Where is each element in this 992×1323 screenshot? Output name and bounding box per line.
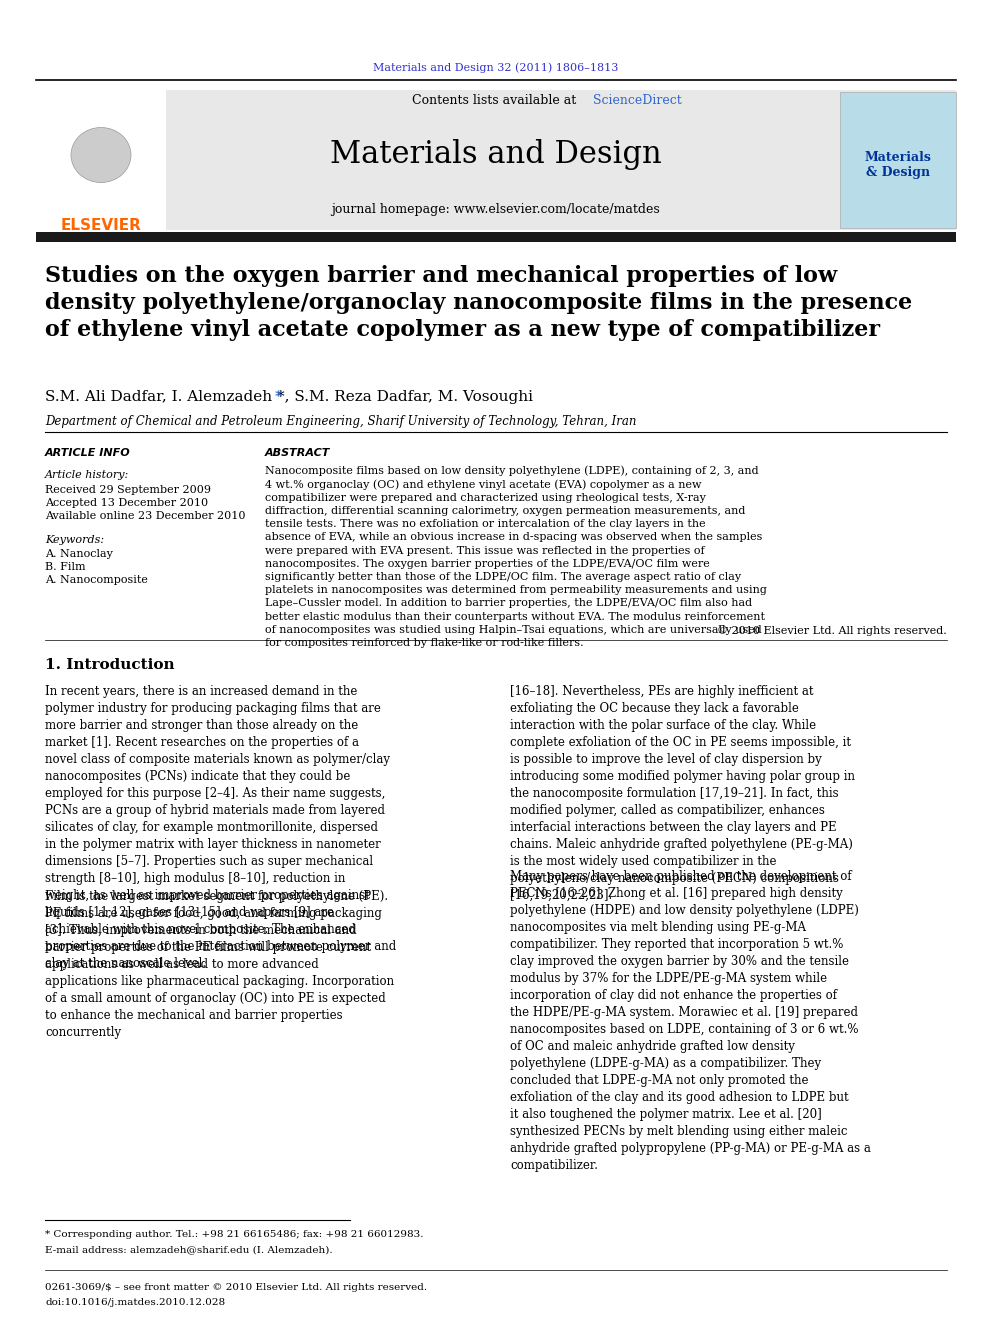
Text: Contents lists available at: Contents lists available at — [412, 94, 580, 106]
FancyBboxPatch shape — [36, 90, 166, 230]
Text: doi:10.1016/j.matdes.2010.12.028: doi:10.1016/j.matdes.2010.12.028 — [45, 1298, 225, 1307]
FancyBboxPatch shape — [840, 93, 956, 228]
Text: In recent years, there is an increased demand in the
polymer industry for produc: In recent years, there is an increased d… — [45, 685, 396, 970]
Text: [16–18]. Nevertheless, PEs are highly inefficient at
exfoliating the OC because : [16–18]. Nevertheless, PEs are highly in… — [510, 685, 855, 902]
Text: Materials
& Design: Materials & Design — [865, 151, 931, 179]
Text: Studies on the oxygen barrier and mechanical properties of low
density polyethyl: Studies on the oxygen barrier and mechan… — [45, 265, 913, 341]
Text: * Corresponding author. Tel.: +98 21 66165486; fax: +98 21 66012983.: * Corresponding author. Tel.: +98 21 661… — [45, 1230, 424, 1240]
Text: Film is the largest market segment for polyethylene (PE).
PE films are used for : Film is the largest market segment for p… — [45, 890, 394, 1039]
Text: ABSTRACT: ABSTRACT — [265, 448, 330, 458]
Text: 0261-3069/$ – see front matter © 2010 Elsevier Ltd. All rights reserved.: 0261-3069/$ – see front matter © 2010 El… — [45, 1283, 428, 1293]
Text: Department of Chemical and Petroleum Engineering, Sharif University of Technolog: Department of Chemical and Petroleum Eng… — [45, 415, 637, 429]
Text: A. Nanocomposite: A. Nanocomposite — [45, 576, 148, 585]
Text: Materials and Design 32 (2011) 1806–1813: Materials and Design 32 (2011) 1806–1813 — [373, 62, 619, 73]
Text: Nanocomposite films based on low density polyethylene (LDPE), containing of 2, 3: Nanocomposite films based on low density… — [265, 464, 767, 648]
Text: 1. Introduction: 1. Introduction — [45, 658, 175, 672]
Text: Received 29 September 2009: Received 29 September 2009 — [45, 486, 211, 495]
Text: Accepted 13 December 2010: Accepted 13 December 2010 — [45, 497, 208, 508]
FancyBboxPatch shape — [36, 90, 956, 230]
Text: Article history:: Article history: — [45, 470, 129, 480]
Text: Available online 23 December 2010: Available online 23 December 2010 — [45, 511, 245, 521]
Text: ScienceDirect: ScienceDirect — [593, 94, 682, 106]
Ellipse shape — [71, 127, 131, 183]
Text: A. Nanoclay: A. Nanoclay — [45, 549, 113, 560]
Text: B. Film: B. Film — [45, 562, 85, 572]
Text: Materials and Design: Materials and Design — [330, 139, 662, 171]
Text: ARTICLE INFO: ARTICLE INFO — [45, 448, 131, 458]
Text: S.M. Ali Dadfar, I. Alemzadeh *, S.M. Reza Dadfar, M. Vosoughi: S.M. Ali Dadfar, I. Alemzadeh *, S.M. Re… — [45, 390, 533, 404]
Text: Keywords:: Keywords: — [45, 534, 104, 545]
Text: journal homepage: www.elsevier.com/locate/matdes: journal homepage: www.elsevier.com/locat… — [331, 204, 661, 217]
Text: E-mail address: alemzadeh@sharif.edu (I. Alemzadeh).: E-mail address: alemzadeh@sharif.edu (I.… — [45, 1245, 332, 1254]
Text: *: * — [275, 390, 283, 404]
Text: Many papers have been published on the development of
PECNs [16–26]. Zhong et al: Many papers have been published on the d… — [510, 871, 871, 1172]
Bar — [36, 232, 956, 242]
Text: ELSEVIER: ELSEVIER — [61, 217, 142, 233]
Text: © 2010 Elsevier Ltd. All rights reserved.: © 2010 Elsevier Ltd. All rights reserved… — [717, 624, 947, 636]
